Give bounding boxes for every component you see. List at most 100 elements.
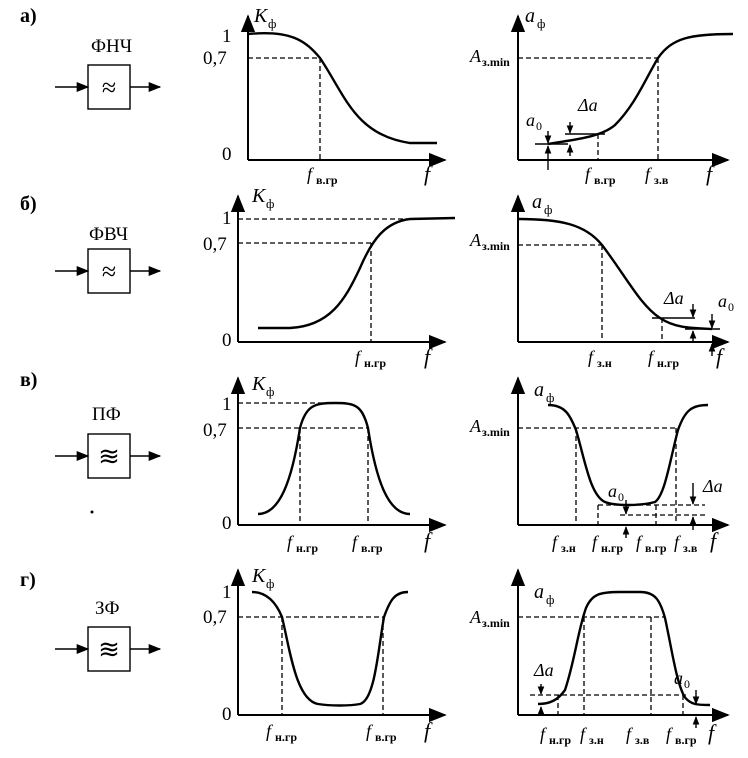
freq-label-0-sub: н.гр — [296, 541, 318, 555]
filter-name-lowpass: ФНЧ — [91, 36, 132, 57]
freq-label-1-sub: з.н — [589, 733, 604, 747]
freq-label-0: f — [552, 532, 560, 552]
tick-one: 1 — [222, 582, 232, 603]
y-axis-label-sub: ф — [268, 16, 276, 31]
attenuation-chart-bandpass: a ф A з.min a 0 Δa f з.н f н.гр f в.гр — [469, 376, 730, 555]
row-label-b: б) — [20, 193, 37, 215]
y-axis-label: K — [253, 5, 269, 27]
gain-chart-bandstop: K ф 1 0,7 0 f н.гр f в.гр f — [203, 565, 447, 744]
freq-label-3: f — [674, 532, 682, 552]
freq-label-1-sub: н.гр — [601, 541, 623, 555]
x-axis-label: f — [716, 344, 725, 369]
a-level-label: A — [469, 230, 482, 250]
a0-label: a — [608, 481, 617, 501]
y-axis-label-sub: ф — [266, 576, 274, 591]
y-axis-label: a — [525, 5, 535, 27]
filter-glyph-icon: ≋ — [98, 442, 120, 471]
a-level-label-sub: з.min — [482, 239, 510, 253]
filter-block-bandpass: ≋ — [55, 433, 162, 479]
tick-07: 0,7 — [203, 48, 227, 69]
filter-glyph-icon: ≋ — [98, 635, 120, 664]
tick-zero: 0 — [222, 513, 232, 534]
y-axis-label: K — [251, 185, 267, 207]
freq-label-1: f — [592, 532, 600, 552]
attenuation-chart-lowpass: a ф A з.min a 0 Δa f в.гр f з.в f — [469, 5, 734, 187]
filter-block-lowpass: ≈ — [55, 64, 162, 110]
freq-label-0-sub: н.гр — [364, 356, 386, 370]
gain-curve — [251, 590, 409, 707]
attenuation-curve — [547, 403, 709, 507]
freq-label-0: f — [307, 164, 315, 184]
freq-label-0-sub: з.н — [597, 356, 612, 370]
gain-curve — [247, 32, 437, 145]
freq-label-2-sub: в.гр — [645, 541, 667, 555]
a-level-label-sub: з.min — [482, 616, 510, 630]
row-highpass: б) ФВЧ ≈ K ф 1 0,7 0 f н.гр f a — [20, 185, 734, 370]
row-bandstop: г) ЗФ ≋ K ф 1 0,7 0 f н.гр f в.гр f — [20, 565, 730, 747]
x-axis-label: f — [708, 720, 717, 745]
freq-label-0-sub: н.гр — [549, 733, 571, 747]
tick-zero: 0 — [222, 144, 232, 165]
freq-label-2-sub: з.в — [635, 733, 650, 747]
y-axis-label-sub: ф — [546, 592, 554, 607]
row-bandpass: в) ПФ ≋ K ф 1 0,7 0 f н.гр f в.гр f — [20, 369, 730, 555]
filter-block-highpass: ≈ — [55, 248, 162, 294]
tick-zero: 0 — [222, 330, 232, 351]
a-level-label: A — [469, 607, 482, 627]
delta-label: Δa — [663, 288, 684, 308]
freq-label-1-sub: в.гр — [361, 541, 383, 555]
freq-label-0: f — [588, 347, 596, 367]
y-axis-label-sub: ф — [266, 196, 274, 211]
freq-label-0-sub: з.н — [561, 541, 576, 555]
freq-label-1: f — [580, 724, 588, 744]
x-axis-label: f — [710, 528, 719, 553]
attenuation-curve — [537, 590, 711, 707]
x-axis-label: f — [424, 718, 433, 743]
y-axis-label: a — [534, 379, 544, 401]
a0-label-sub: 0 — [728, 300, 734, 314]
a0-label: a — [718, 291, 727, 311]
tick-one: 1 — [222, 26, 232, 47]
x-axis-label: f — [706, 161, 715, 186]
x-axis-label: f — [424, 528, 433, 553]
a0-label: a — [526, 110, 535, 130]
attenuation-chart-bandstop: a ф A з.min Δa a 0 f н.гр f з.н f з.в f — [469, 568, 730, 747]
attenuation-curve — [517, 217, 713, 331]
y-axis-label: a — [532, 191, 542, 213]
freq-label-1: f — [645, 164, 653, 184]
freq-label-2: f — [636, 532, 644, 552]
freq-label-0: f — [355, 347, 363, 367]
filter-name-bandstop: ЗФ — [95, 598, 120, 619]
y-axis-label-sub: ф — [544, 202, 552, 217]
filter-block-bandstop: ≋ — [55, 626, 162, 672]
a-level-label-sub: з.min — [482, 425, 510, 439]
gain-chart-bandpass: K ф 1 0,7 0 f н.гр f в.гр f — [203, 373, 447, 555]
a-level-label: A — [469, 46, 482, 66]
y-axis-label-sub: ф — [537, 16, 545, 31]
freq-label-1-sub: з.в — [654, 173, 669, 187]
tick-one: 1 — [222, 394, 232, 415]
delta-label: Δa — [577, 95, 598, 115]
gain-curve — [257, 401, 411, 516]
tick-07: 0,7 — [203, 234, 227, 255]
y-axis-label: a — [534, 581, 544, 603]
tick-07: 0,7 — [203, 607, 227, 628]
freq-label-0: f — [266, 721, 274, 741]
attenuation-chart-highpass: a ф A з.min Δa a 0 f з.н f н.гр f — [469, 191, 734, 370]
tick-one: 1 — [222, 208, 232, 229]
freq-label-1: f — [648, 347, 656, 367]
freq-label-3-sub: в.гр — [675, 733, 697, 747]
freq-label-1-sub: н.гр — [657, 356, 679, 370]
filter-name-bandpass: ПФ — [92, 404, 121, 425]
delta-label: Δa — [533, 660, 554, 680]
freq-label-3-sub: з.в — [683, 541, 698, 555]
a-level-label: A — [469, 416, 482, 436]
freq-label-0-sub: в.гр — [316, 173, 338, 187]
gain-chart-highpass: K ф 1 0,7 0 f н.гр f — [203, 185, 456, 370]
dot-mark — [90, 510, 94, 514]
y-axis-label: K — [251, 373, 267, 395]
y-axis-label-sub: ф — [546, 390, 554, 405]
freq-label-1-sub: в.гр — [375, 730, 397, 744]
freq-label-1: f — [366, 721, 374, 741]
